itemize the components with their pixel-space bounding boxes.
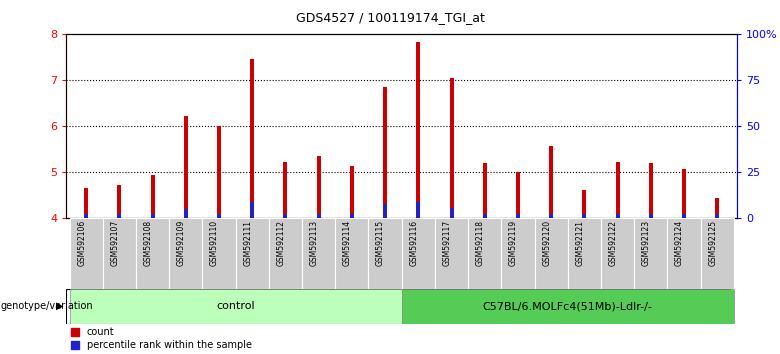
Bar: [435, 218, 468, 289]
Bar: [269, 218, 302, 289]
Text: GSM592122: GSM592122: [608, 220, 618, 266]
Bar: [350, 214, 354, 218]
Bar: [317, 156, 321, 218]
Bar: [583, 190, 587, 218]
Bar: [568, 218, 601, 289]
Text: GSM592107: GSM592107: [111, 220, 119, 266]
Bar: [84, 214, 88, 218]
Bar: [151, 214, 154, 218]
Bar: [700, 218, 734, 289]
Bar: [69, 218, 103, 289]
Text: GSM592119: GSM592119: [509, 220, 518, 266]
Text: GSM592113: GSM592113: [310, 220, 319, 266]
Bar: [69, 289, 402, 324]
Text: GSM592110: GSM592110: [210, 220, 219, 266]
Bar: [417, 202, 420, 218]
Bar: [302, 218, 335, 289]
Text: GSM592111: GSM592111: [243, 220, 252, 266]
Bar: [203, 218, 236, 289]
Bar: [549, 147, 553, 218]
Bar: [583, 214, 587, 218]
Bar: [169, 218, 203, 289]
Bar: [217, 126, 221, 218]
Text: GSM592116: GSM592116: [410, 220, 418, 266]
Bar: [649, 164, 653, 218]
Bar: [184, 115, 188, 218]
Text: GSM592115: GSM592115: [376, 220, 385, 266]
Bar: [250, 202, 254, 218]
Bar: [615, 162, 619, 218]
Bar: [250, 59, 254, 218]
Text: GSM592117: GSM592117: [442, 220, 452, 266]
Bar: [468, 218, 502, 289]
Bar: [217, 214, 221, 218]
Bar: [682, 214, 686, 218]
Bar: [502, 218, 534, 289]
Bar: [402, 218, 435, 289]
Text: GSM592125: GSM592125: [708, 220, 717, 266]
Bar: [151, 175, 154, 218]
Bar: [483, 164, 487, 218]
Text: control: control: [216, 301, 255, 311]
Text: GSM592108: GSM592108: [144, 220, 153, 266]
Bar: [118, 214, 122, 218]
Bar: [118, 184, 122, 218]
Bar: [136, 218, 169, 289]
Text: GSM592109: GSM592109: [177, 220, 186, 266]
Bar: [402, 289, 734, 324]
Text: GSM592120: GSM592120: [542, 220, 551, 266]
Bar: [615, 214, 619, 218]
Bar: [383, 204, 387, 218]
Text: GSM592114: GSM592114: [343, 220, 352, 266]
Bar: [317, 214, 321, 218]
Bar: [516, 214, 520, 218]
Bar: [350, 166, 354, 218]
Bar: [549, 214, 553, 218]
Text: GSM592112: GSM592112: [276, 220, 285, 266]
Bar: [534, 218, 568, 289]
Bar: [84, 188, 88, 218]
Legend: count, percentile rank within the sample: count, percentile rank within the sample: [71, 327, 252, 350]
Bar: [283, 214, 288, 218]
Bar: [601, 218, 634, 289]
Bar: [368, 218, 402, 289]
Text: GSM592106: GSM592106: [77, 220, 87, 266]
Bar: [236, 218, 269, 289]
Text: C57BL/6.MOLFc4(51Mb)-Ldlr-/-: C57BL/6.MOLFc4(51Mb)-Ldlr-/-: [483, 301, 653, 311]
Bar: [649, 214, 653, 218]
Text: GSM592124: GSM592124: [675, 220, 684, 266]
Bar: [103, 218, 136, 289]
Bar: [449, 207, 453, 218]
Text: ▶: ▶: [55, 301, 63, 311]
Bar: [516, 172, 520, 218]
Bar: [634, 218, 668, 289]
Bar: [483, 214, 487, 218]
Bar: [715, 198, 719, 218]
Bar: [184, 210, 188, 218]
Bar: [449, 78, 453, 218]
Bar: [417, 42, 420, 218]
Text: GSM592118: GSM592118: [476, 220, 484, 266]
Bar: [715, 214, 719, 218]
Text: GDS4527 / 100119174_TGI_at: GDS4527 / 100119174_TGI_at: [296, 11, 484, 24]
Text: GSM592123: GSM592123: [642, 220, 651, 266]
Bar: [283, 162, 288, 218]
Text: genotype/variation: genotype/variation: [1, 301, 94, 311]
Text: GSM592121: GSM592121: [576, 220, 584, 266]
Bar: [335, 218, 368, 289]
Bar: [682, 170, 686, 218]
Bar: [383, 86, 387, 218]
Bar: [668, 218, 700, 289]
